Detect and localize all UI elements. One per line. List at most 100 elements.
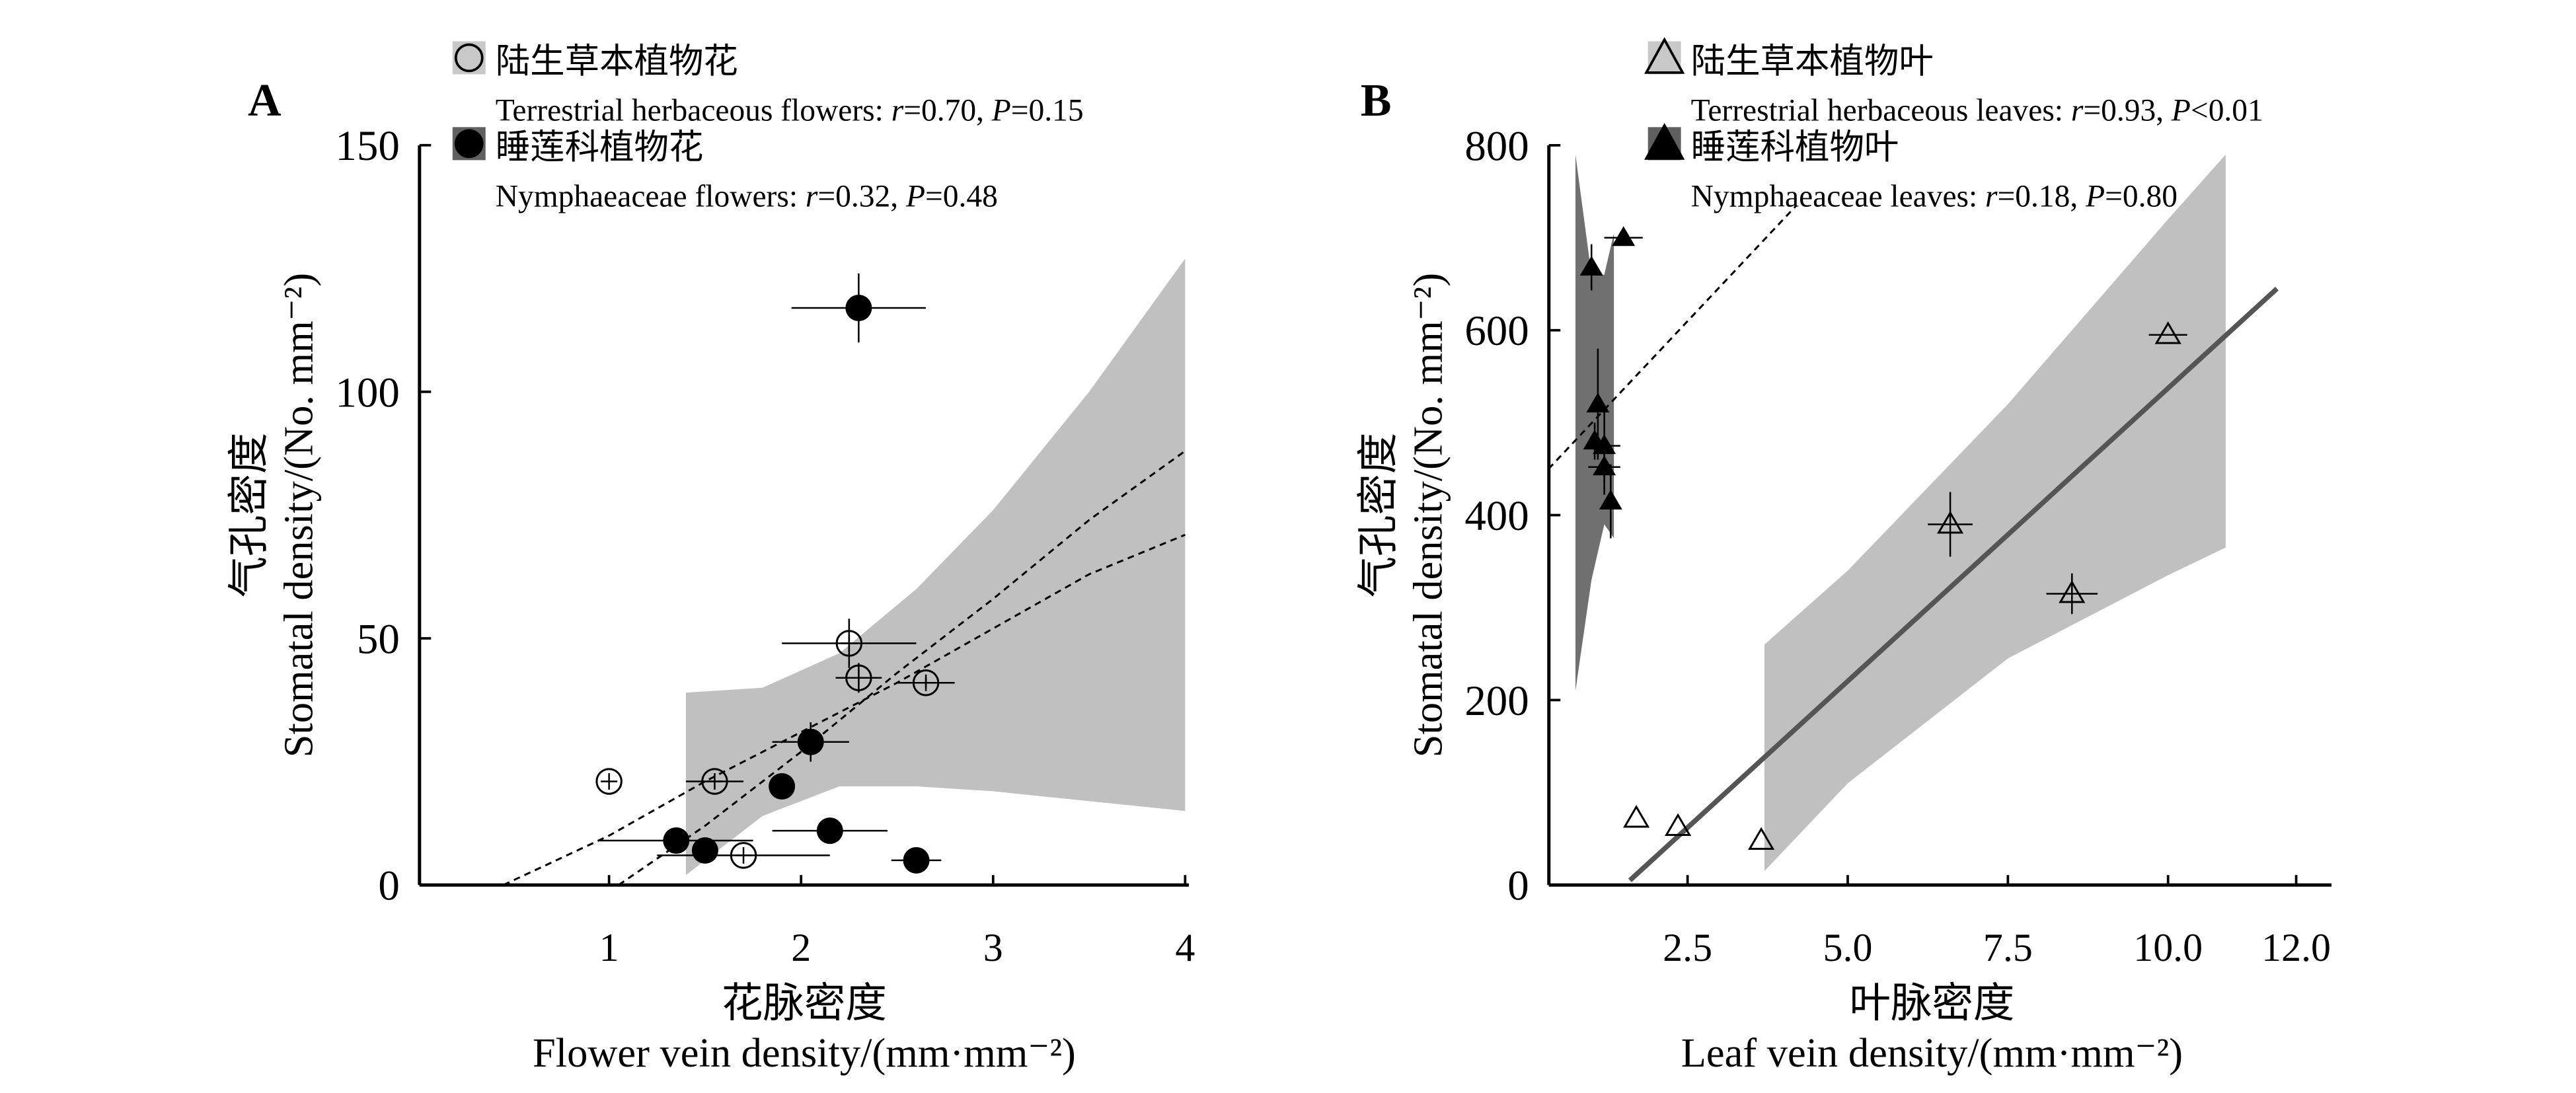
- marker-open-circle: [835, 630, 863, 657]
- stat-r-symbol: r: [2071, 93, 2084, 128]
- legend-item: 睡莲科植物花 Nymphaeaceae flowers: r=0.32, P=0.…: [452, 127, 998, 213]
- y-axis-label-cn: 气孔密度: [1355, 433, 1401, 598]
- marker-cross: [601, 773, 618, 790]
- legend-label: Terrestrial herbaceous flowers: r=0.70, …: [496, 93, 1084, 128]
- fit-line-solid: [1628, 286, 2279, 882]
- data-point: [772, 722, 849, 762]
- y-tick-label: 800: [1464, 122, 1529, 170]
- data-point: [782, 619, 917, 668]
- stat-r-value: =0.70,: [903, 93, 992, 128]
- y-tick-label: 0: [378, 862, 399, 910]
- y-axis-label-cn: 气孔密度: [225, 433, 272, 598]
- data-point: [772, 817, 888, 845]
- marker-filled-circle: [691, 837, 718, 864]
- data-point: [1664, 813, 1692, 837]
- legend-name: Terrestrial herbaceous leaves:: [1691, 93, 2071, 128]
- legend-label: Nymphaeaceae flowers: r=0.32, P=0.48: [496, 179, 998, 213]
- x-tick-label: 5.0: [1823, 926, 1873, 969]
- marker-open-triangle: [1748, 827, 1775, 850]
- x-tick-label: 10.0: [2133, 926, 2203, 969]
- confidence-band: [1764, 154, 2226, 872]
- fit-line-dashed: [1548, 204, 1798, 470]
- marker-filled-circle: [903, 847, 930, 874]
- marker-filled-triangle: [1612, 226, 1636, 246]
- data-point: [1928, 492, 1973, 557]
- marker-filled-circle: [845, 295, 872, 322]
- data-point: [685, 768, 744, 795]
- y-tick-label: 50: [357, 616, 400, 663]
- marker-open-triangle: [1936, 511, 1964, 534]
- marker-open-circle: [845, 664, 872, 691]
- marker-open-triangle: [2059, 580, 2086, 603]
- x-tick-label: 12.0: [2261, 926, 2331, 969]
- stat-p-value: =0.48: [925, 179, 998, 213]
- stat-p-value: <0.01: [2191, 93, 2263, 128]
- data-point: [657, 842, 830, 869]
- x-tick-label: 7.5: [1983, 926, 2033, 969]
- marker-filled-triangle: [1599, 490, 1622, 510]
- legend-item: 睡莲科植物叶 Nymphaeaceae leaves: r=0.18, P=0.8…: [1644, 122, 2178, 213]
- legend-name: Nymphaeaceae leaves:: [1691, 179, 1985, 213]
- x-tick-label: 1: [599, 926, 619, 969]
- data-point: [1599, 464, 1622, 539]
- marker-filled-triangle: [1586, 393, 1610, 413]
- legend-label-cn: 睡莲科植物花: [496, 128, 704, 167]
- stat-r-value: =0.32,: [817, 179, 906, 213]
- y-tick-label: 400: [1464, 492, 1529, 540]
- data-point: [2046, 573, 2098, 615]
- stat-p-symbol: P: [2085, 179, 2105, 213]
- legend-marker: [454, 129, 484, 159]
- y-axis-label: Stomatal density/(No. mm⁻²): [275, 273, 321, 757]
- legend-label-cn: 陆生草本植物花: [496, 42, 738, 81]
- marker-filled-circle: [816, 817, 843, 845]
- data-point: [791, 273, 927, 343]
- y-axis-label-group: 气孔密度 Stomatal density/(No. mm⁻²): [225, 273, 321, 757]
- x-axis-label-cn: 叶脉密度: [1850, 980, 2015, 1026]
- x-tick-label: 2.5: [1663, 926, 1712, 969]
- x-tick-label: 2: [791, 926, 811, 969]
- stat-r-value: =0.93,: [2083, 93, 2172, 128]
- marker-cross: [917, 674, 934, 691]
- x-axis-label-cn: 花脉密度: [722, 980, 887, 1026]
- panel-label: B: [1361, 75, 1392, 126]
- data-point: [769, 773, 796, 800]
- marker-cross: [850, 669, 867, 687]
- legend-name: Nymphaeaceae flowers:: [496, 179, 806, 213]
- data-point: [1622, 804, 1650, 828]
- marker-filled-triangle: [1579, 256, 1603, 276]
- fit-line-dashed: [618, 450, 1186, 886]
- marker-open-triangle: [1622, 804, 1650, 828]
- legend-item: 陆生草本植物叶 Terrestrial herbaceous leaves: r=…: [1644, 37, 2263, 128]
- marker-open-circle: [595, 768, 623, 795]
- y-tick-label: 0: [1507, 862, 1529, 910]
- data-point: [1579, 244, 1603, 291]
- stat-r-symbol: r: [806, 179, 818, 213]
- marker-open-triangle: [1664, 813, 1692, 837]
- legend-label-cn: 睡莲科植物叶: [1691, 128, 1899, 167]
- marker-open-circle: [730, 842, 757, 869]
- marker-filled-circle: [663, 827, 690, 854]
- data-point: [897, 669, 955, 697]
- legend-label-cn: 陆生草本植物叶: [1691, 42, 1934, 81]
- data-point: [1604, 226, 1643, 246]
- marker-open-triangle: [2154, 321, 2181, 344]
- marker-cross: [706, 773, 723, 790]
- data-point: [891, 847, 942, 874]
- y-axis-label: Stomatal density/(No. mm⁻²): [1404, 273, 1451, 757]
- stat-p-symbol: P: [991, 93, 1011, 128]
- stat-r-symbol: r: [1985, 179, 1998, 213]
- panel-label: A: [248, 75, 282, 126]
- y-tick-label: 150: [335, 122, 399, 170]
- legend-item: 陆生草本植物花 Terrestrial herbaceous flowers: r…: [452, 41, 1084, 128]
- legend-marker: [454, 43, 484, 73]
- y-tick-label: 200: [1464, 677, 1529, 725]
- confidence-band: [685, 258, 1186, 876]
- x-axis-label: Flower vein density/(mm·mm⁻²): [533, 1030, 1076, 1076]
- legend-marker: [1644, 37, 1685, 74]
- data-point: [691, 837, 718, 864]
- x-tick-label: 3: [983, 926, 1003, 969]
- data-point: [599, 827, 753, 854]
